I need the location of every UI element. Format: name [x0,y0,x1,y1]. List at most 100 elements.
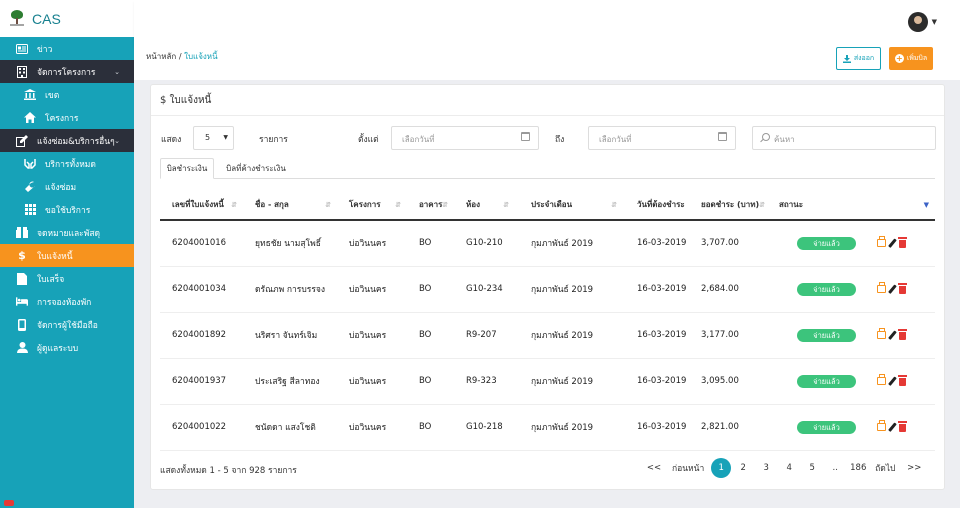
print-icon[interactable] [877,420,886,431]
sidebar-item-all-services[interactable]: บริการทั้งหมด [0,152,134,175]
table-row: 6204001892 นริศรา จันทร์เจิม บ่อวินนคร BO R9… [160,312,935,359]
sidebar-item-admin[interactable]: ผู้ดูแลระบบ [0,336,134,359]
sidebar: CAS ข่าว จัดการโครงการ ⌄ เขต โครงการ แจ้… [0,0,134,508]
sidebar-item-label: จัดการผู้ใช้มือถือ [37,320,98,331]
sidebar-item-invoice[interactable]: $ ใบแจ้งหนี้ [0,244,134,267]
print-icon[interactable] [877,328,886,339]
mobile-icon [16,318,28,331]
caret-down-icon[interactable]: ▼ [931,18,937,26]
avatar[interactable] [908,12,928,32]
app-title: CAS [32,10,61,27]
column-header[interactable]: ยอดชำระ (บาท) ⇵ [687,190,771,221]
top-header: ▼ [134,0,960,47]
column-header[interactable]: ห้อง ⇵ [454,190,515,221]
cell-project: บ่อวินนคร [337,266,407,313]
print-icon[interactable] [877,374,886,385]
page-number[interactable]: 3 [763,463,769,473]
trash-icon[interactable] [897,237,907,249]
table-row: 6204001937 ประเสริฐ สีลาทอง บ่อวินนคร BO R9-… [160,358,935,405]
sidebar-item-request-service[interactable]: ขอใช้บริการ [0,198,134,221]
status-badge: จ่ายแล้ว [797,420,856,434]
brand[interactable]: CAS [0,0,134,37]
tab-unpaid-bills[interactable]: บิลที่ค้างชำระเงิน [226,164,286,173]
cell-name: ประเสริฐ สีลาทอง [243,358,337,405]
chevron-down-icon: ⌄ [114,136,120,145]
add-label: เพิ่มบิล [906,54,928,62]
page-last[interactable]: >> [907,463,922,473]
sidebar-item-room-booking[interactable]: การจองห้องพัก [0,290,134,313]
page-number[interactable]: 4 [786,463,792,473]
page-number[interactable]: 5 [809,463,815,473]
search-icon [762,133,770,141]
sidebar-item-news[interactable]: ข่าว [0,37,134,60]
to-label: ถึง [555,135,565,145]
trash-icon[interactable] [897,283,907,294]
print-icon[interactable] [877,282,886,293]
sort-icon: ⇵ [759,201,765,209]
breadcrumb-home[interactable]: หน้าหลัก [146,52,177,61]
sidebar-item-mail-parcel[interactable]: จดหมายและพัสดุ [0,221,134,244]
flag-icon [4,500,14,506]
trash-icon[interactable] [897,329,907,340]
page-first[interactable]: << [646,463,662,473]
column-header[interactable]: ประจำเดือน ⇵ [515,190,623,221]
table-row: 6204001034 ดรัณภพ การบรรจง บ่อวินนคร BO G10-… [160,266,935,313]
page-number[interactable]: 186 [850,463,867,473]
column-header[interactable]: เลขที่ใบแจ้งหนี้ ⇵ [160,190,243,221]
sidebar-item-label: ขอใช้บริการ [45,205,91,216]
calendar-icon [521,132,530,141]
pencil-icon[interactable] [888,330,897,340]
invoice-table: เลขที่ใบแจ้งหนี้ ⇵ ชื่อ - สกุล ⇵ โครงการ ⇵ … [160,190,935,451]
tab-paid-bills[interactable]: บิลชำระเงิน [160,158,214,179]
page-next[interactable]: ถัดไป [875,464,896,474]
sidebar-item-projects[interactable]: โครงการ [0,106,134,129]
column-header[interactable]: อาคาร ⇵ [407,190,454,221]
hands-icon [24,158,36,170]
sort-icon: ⇵ [611,201,617,209]
column-header[interactable]: สถานะ [771,190,877,221]
date-to-input[interactable]: เลือกวันที่ [588,126,736,150]
trash-icon[interactable] [897,375,907,386]
page-number[interactable]: 2 [740,463,746,473]
cell-no: 6204001034 [160,266,243,313]
cell-month: กุมภาพันธ์ 2019 [515,266,623,313]
sidebar-item-repair-services[interactable]: แจ้งซ่อม&บริการอื่นๆ ⌄ [0,129,134,152]
table-info: แสดงทั้งหมด 1 - 5 จาก 928 รายการ [160,466,297,476]
pencil-icon[interactable] [888,238,897,248]
dollar-icon: $ [18,249,26,262]
cell-building: BO [407,312,454,359]
pencil-icon[interactable] [888,422,897,432]
pagination: << ก่อนหน้า 1 2 3 4 5.. 186 ถัดไป >> [643,458,926,478]
cell-building: BO [407,220,454,267]
sidebar-item-repair[interactable]: แจ้งซ่อม [0,175,134,198]
column-header[interactable]: โครงการ ⇵ [337,190,407,221]
sidebar-item-mobile-users[interactable]: จัดการผู้ใช้มือถือ [0,313,134,336]
column-header[interactable]: ชื่อ - สกุล ⇵ [243,190,337,221]
sidebar-item-zone[interactable]: เขต [0,83,134,106]
sidebar-item-receipt[interactable]: ใบเสร็จ [0,267,134,290]
cell-name: นริศรา จันทร์เจิม [243,312,337,359]
cell-room: G10-234 [454,266,515,313]
pencil-icon[interactable] [888,284,897,294]
column-header[interactable]: วันที่ต้องชำระ [623,190,687,221]
page-prev[interactable]: ก่อนหน้า [672,464,705,474]
search-input[interactable]: ค้นหา [752,126,936,150]
page-size-select[interactable]: 5 ▼ [193,126,234,150]
print-icon[interactable] [877,236,886,248]
date-from-input[interactable]: เลือกวันที่ [391,126,539,150]
trash-icon[interactable] [897,421,907,432]
cell-project: บ่อวินนคร [337,358,407,405]
sidebar-item-label: จดหมายและพัสดุ [37,228,101,239]
tab-bar: บิลชำระเงิน บิลที่ค้างชำระเงิน [160,158,935,179]
cell-name: ชนัดดา แสงโชติ [243,404,337,451]
cell-project: บ่อวินนคร [337,404,407,451]
pencil-icon[interactable] [888,376,897,386]
page-number[interactable]: 1 [711,458,732,478]
add-bill-button[interactable]: + เพิ่มบิล [889,47,933,70]
sidebar-item-project-management[interactable]: จัดการโครงการ ⌄ [0,60,134,83]
column-header-actions[interactable]: ▼ [877,190,935,221]
show-label: แสดง [161,135,182,145]
export-button[interactable]: ส่งออก [836,47,881,70]
page-size-value: 5 [205,133,211,142]
user-icon [16,342,28,354]
